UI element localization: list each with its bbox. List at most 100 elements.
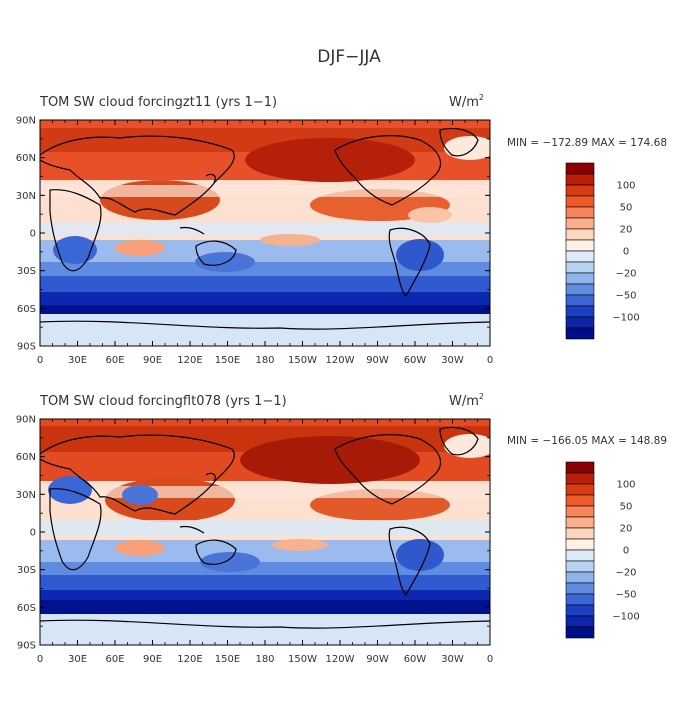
lon-label: 30E <box>68 654 87 665</box>
figure-title: DJF−JJA <box>317 47 381 67</box>
colorbar-swatch <box>565 560 595 573</box>
colorbar-swatch <box>565 327 595 340</box>
lon-label: 120E <box>177 654 202 665</box>
colorbar-swatch <box>565 571 595 584</box>
colorbar-swatch <box>565 604 595 617</box>
lon-label: 0 <box>37 654 43 665</box>
colorbar-swatch <box>565 527 595 540</box>
lon-label: 90E <box>143 355 162 366</box>
lat-label: 30S <box>17 266 36 277</box>
panel-2: TOM SW cloud forcingflt078 (yrs 1−1) W/m… <box>16 392 667 665</box>
colorbar-label: 0 <box>623 546 629 557</box>
lat-label: 0 <box>30 528 36 539</box>
colorbar-swatch <box>565 494 595 507</box>
lon-label: 60W <box>404 355 427 366</box>
colorbar-swatch <box>565 294 595 307</box>
colorbar-swatch <box>565 626 595 639</box>
colorbar-swatch <box>565 483 595 496</box>
panel-2-ticks <box>39 418 491 646</box>
lon-label: 60W <box>404 654 427 665</box>
lon-label: 150W <box>288 654 317 665</box>
lon-label: 90E <box>143 654 162 665</box>
lon-label: 0 <box>487 355 493 366</box>
lat-label: 30S <box>17 565 36 576</box>
panel-2-field <box>40 419 490 645</box>
colorbar-swatch <box>565 250 595 263</box>
colorbar-swatch <box>565 305 595 318</box>
lon-label: 120E <box>177 355 202 366</box>
lon-label: 120W <box>326 355 355 366</box>
colorbar-swatch <box>565 461 595 474</box>
lat-label: 60N <box>16 452 36 463</box>
lon-label: 30W <box>441 654 464 665</box>
colorbar-swatch <box>565 549 595 562</box>
colorbar-swatch <box>565 184 595 197</box>
colorbar-label: −20 <box>615 568 636 579</box>
colorbar-label: 100 <box>616 181 635 192</box>
panel-1-colorbar: 100 50 20 0 −20 −50 −100 <box>565 162 640 340</box>
colorbar-label: −100 <box>612 612 639 623</box>
lat-label: 60S <box>17 603 36 614</box>
colorbar-swatch <box>565 615 595 628</box>
lat-label: 90N <box>16 415 36 426</box>
colorbar-label: 0 <box>623 247 629 258</box>
panel-2-coastlines <box>40 426 490 629</box>
lat-label: 60N <box>16 153 36 164</box>
panel-1-min-max: MIN = −172.89 MAX = 174.68 <box>507 137 667 149</box>
lat-label: 60S <box>17 304 36 315</box>
panel-2-lon-labels: 0 30E 60E 90E 120E 150E 180 150W 120W 90W 60W 30W 0 <box>37 654 493 665</box>
panel-1-title: TOM SW cloud forcingzt11 (yrs 1−1) <box>39 95 277 110</box>
lon-label: 60E <box>105 355 124 366</box>
colorbar-label: 20 <box>620 524 633 535</box>
lon-label: 60E <box>105 654 124 665</box>
colorbar-swatch <box>565 593 595 606</box>
colorbar-label: −50 <box>615 590 636 601</box>
colorbar-swatch <box>565 272 595 285</box>
colorbar-label: 50 <box>620 502 633 513</box>
panel-1-coastlines <box>40 127 490 330</box>
colorbar-label: 50 <box>620 203 633 214</box>
lon-label: 30W <box>441 355 464 366</box>
panel-1-lat-labels: 90N 60N 30N 0 30S 60S 90S <box>16 116 36 353</box>
colorbar-swatch <box>565 162 595 175</box>
colorbar-swatch <box>565 261 595 274</box>
colorbar-label: −20 <box>615 269 636 280</box>
colorbar-swatch <box>565 582 595 595</box>
panel-2-lat-labels: 90N 60N 30N 0 30S 60S 90S <box>16 415 36 652</box>
panel-1-lon-labels: 0 30E 60E 90E 120E 150E 180 150W 120W 90W 60W 30W 0 <box>37 355 493 366</box>
colorbar-swatch <box>565 316 595 329</box>
lon-label: 150W <box>288 355 317 366</box>
colorbar-swatch <box>565 472 595 485</box>
lon-label: 90W <box>366 654 389 665</box>
panel-1-units: W/m2 <box>449 93 484 110</box>
lon-label: 180 <box>255 355 274 366</box>
lat-label: 30N <box>16 490 36 501</box>
colorbar-swatch <box>565 538 595 551</box>
lon-label: 30E <box>68 355 87 366</box>
lon-label: 150E <box>215 654 240 665</box>
lat-label: 90S <box>17 342 36 353</box>
panel-2-colorbar: 100 50 20 0 −20 −50 −100 <box>565 461 640 639</box>
colorbar-swatch <box>565 283 595 296</box>
colorbar-label: −50 <box>615 291 636 302</box>
lon-label: 180 <box>255 654 274 665</box>
lat-label: 30N <box>16 191 36 202</box>
colorbar-swatch <box>565 217 595 230</box>
lat-label: 90S <box>17 641 36 652</box>
colorbar-label: 100 <box>616 480 635 491</box>
lon-label: 0 <box>487 654 493 665</box>
colorbar-label: 20 <box>620 225 633 236</box>
lon-label: 90W <box>366 355 389 366</box>
colorbar-label: −100 <box>612 313 639 324</box>
colorbar-swatch <box>565 239 595 252</box>
panel-1-ticks <box>39 119 491 347</box>
lon-label: 120W <box>326 654 355 665</box>
panel-2-units: W/m2 <box>449 392 484 409</box>
colorbar-swatch <box>565 206 595 219</box>
colorbar-swatch <box>565 516 595 529</box>
lat-label: 0 <box>30 229 36 240</box>
panel-1: TOM SW cloud forcingzt11 (yrs 1−1) W/m2 … <box>16 93 667 366</box>
colorbar-swatch <box>565 505 595 518</box>
panel-1-field <box>40 120 490 346</box>
panel-2-title: TOM SW cloud forcingflt078 (yrs 1−1) <box>39 394 287 409</box>
